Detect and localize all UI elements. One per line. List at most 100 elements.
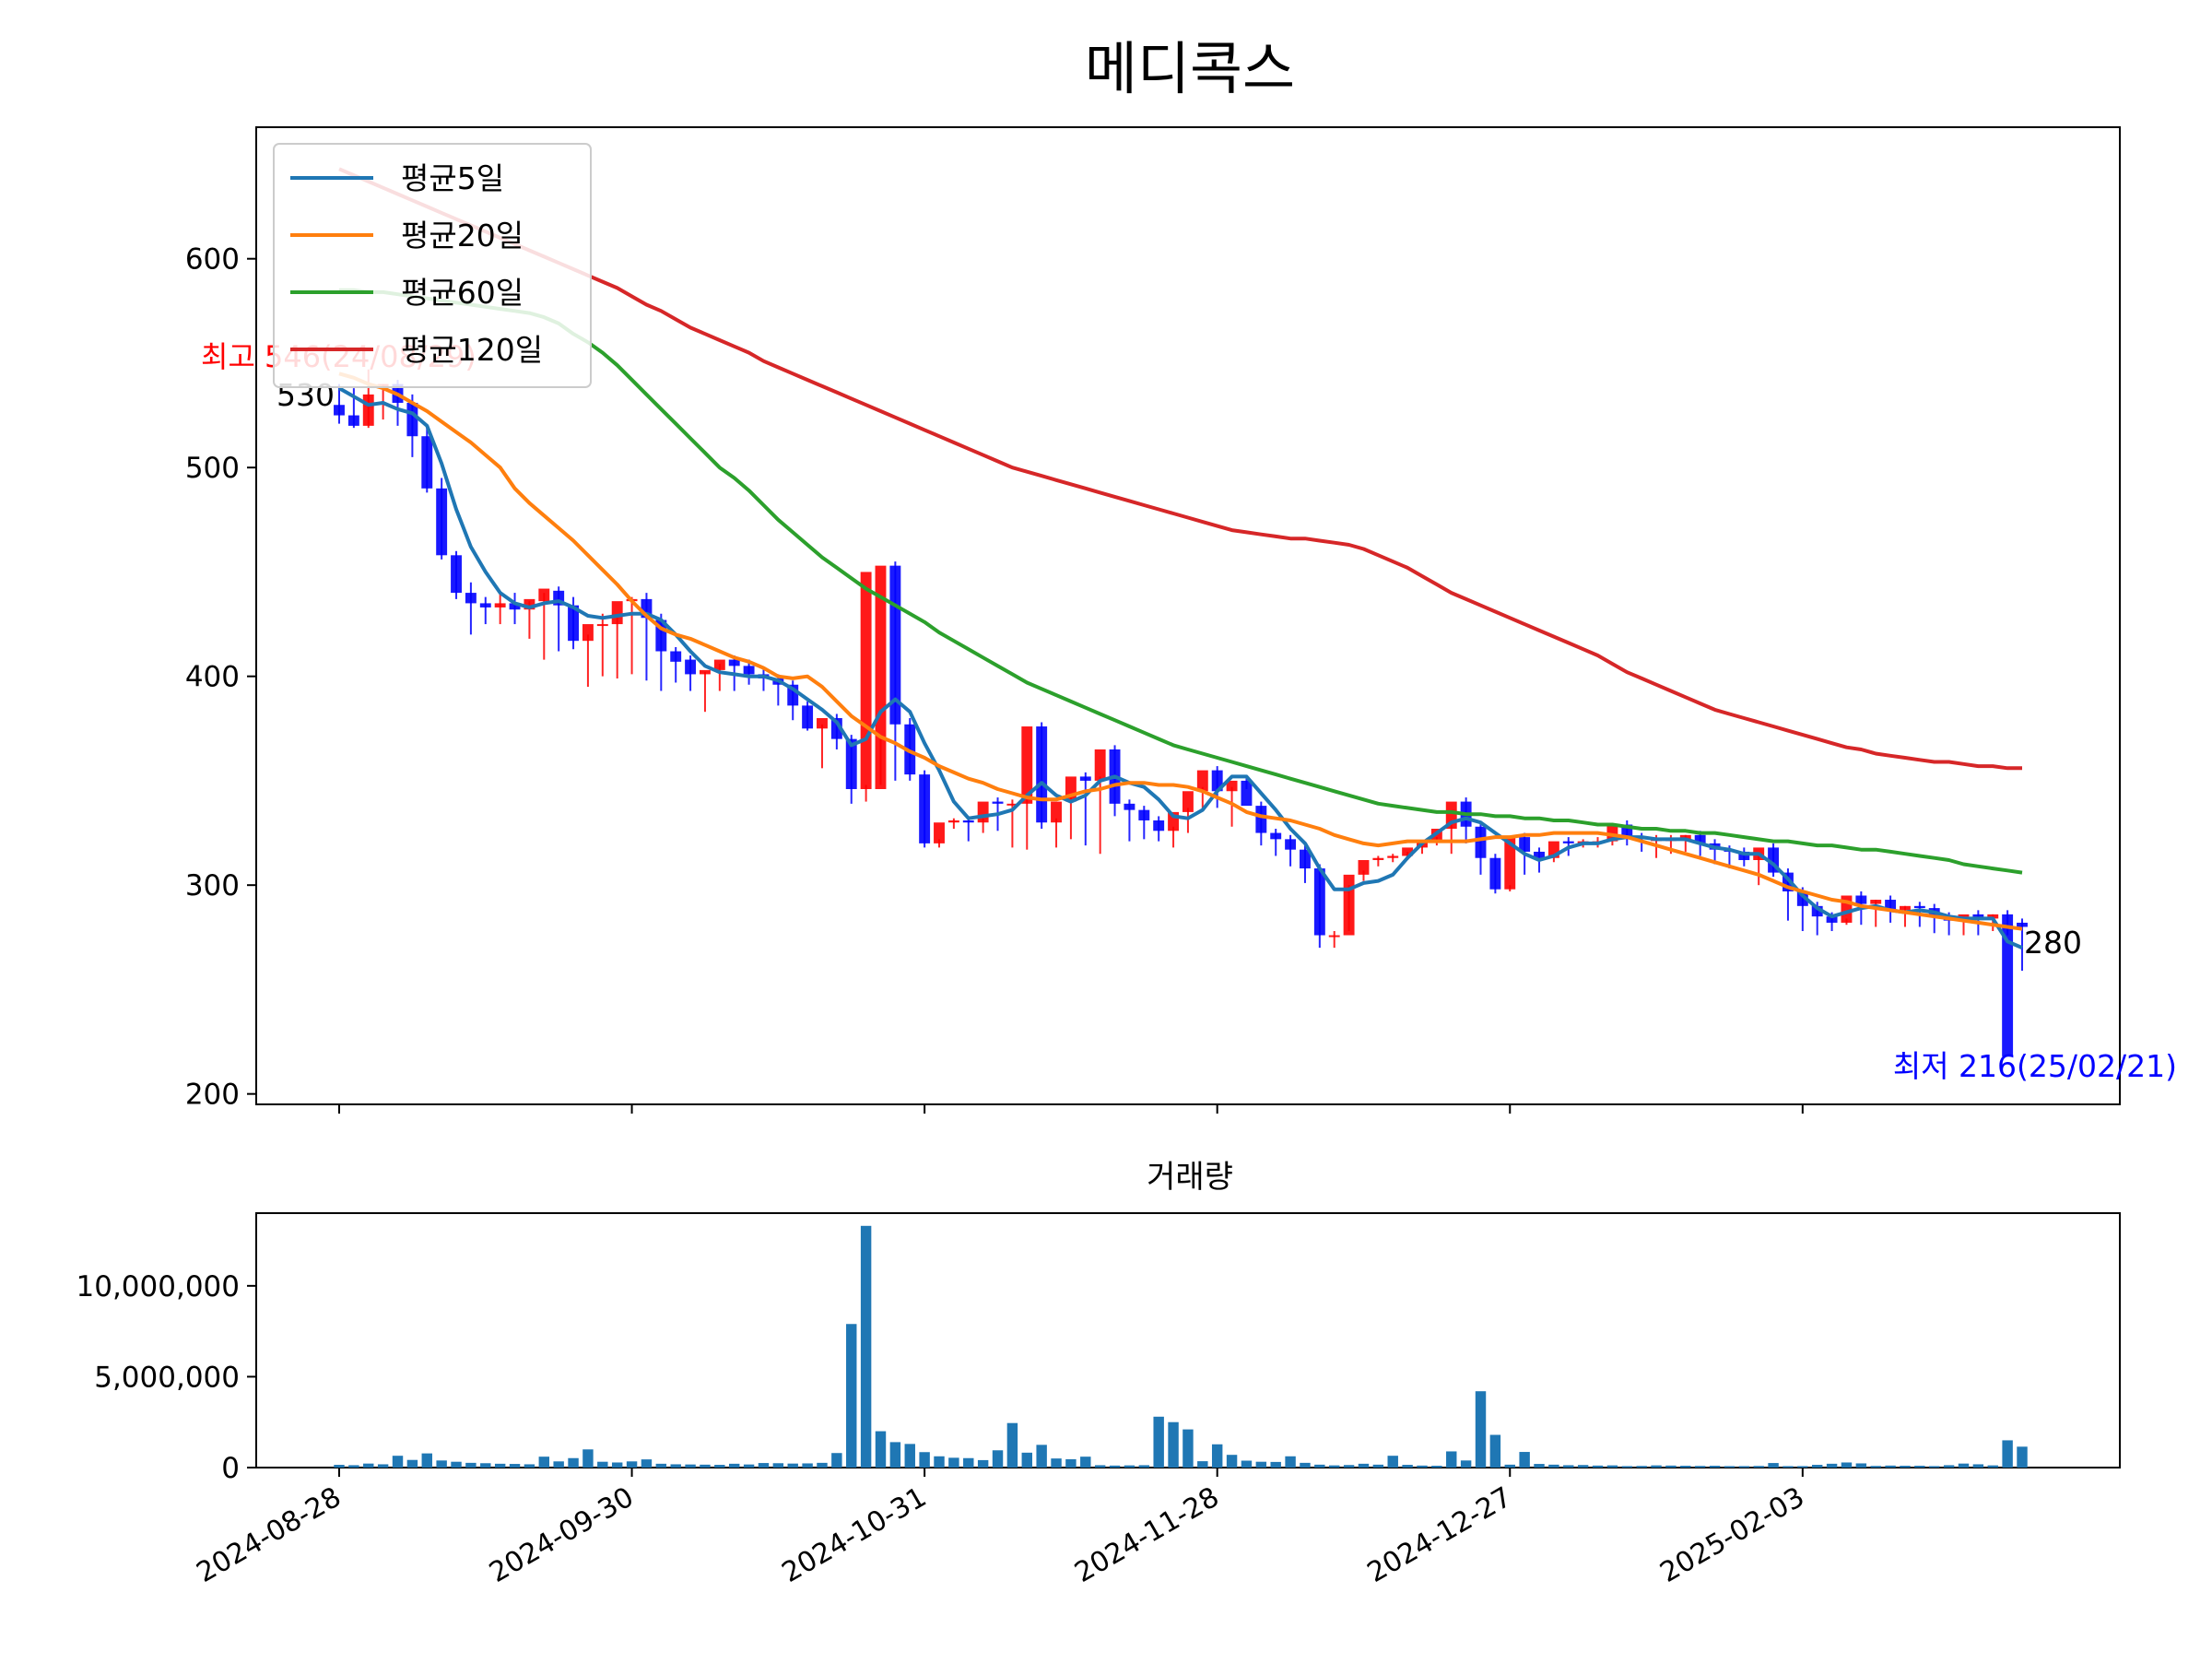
candle-body	[1885, 900, 1897, 911]
volume-bar	[743, 1464, 755, 1468]
volume-bar	[538, 1457, 550, 1468]
volume-bar	[334, 1465, 345, 1468]
volume-bar	[1914, 1466, 1925, 1468]
volume-bar	[480, 1463, 491, 1468]
candle-body	[1211, 770, 1223, 792]
legend-frame	[273, 143, 592, 388]
volume-bar	[817, 1462, 828, 1468]
price-y-tick-label: 400	[185, 661, 240, 694]
volume-bar	[1636, 1466, 1647, 1468]
volume-bar	[1987, 1465, 1998, 1468]
volume-bar	[1314, 1464, 1325, 1468]
candle-body	[2017, 922, 2028, 927]
volume-bar	[421, 1453, 432, 1468]
volume-bar	[377, 1464, 389, 1468]
volume-bar	[1241, 1460, 1253, 1468]
volume-bar	[1797, 1466, 1808, 1468]
candle-body	[1343, 874, 1355, 936]
volume-bar	[1182, 1429, 1194, 1468]
candle-body	[1372, 857, 1384, 860]
candle-body	[713, 659, 725, 670]
candle-body	[1196, 770, 1208, 792]
volume-y-tick-label: 5,000,000	[94, 1361, 240, 1394]
candle-body	[1475, 826, 1487, 858]
series-line-평균60일	[339, 288, 2023, 875]
candle-body	[1987, 914, 1999, 919]
volume-bar	[1197, 1461, 1208, 1468]
candle-body	[1241, 780, 1253, 807]
volume-bar	[1709, 1466, 1721, 1468]
candle-body	[845, 738, 857, 789]
volume-bar	[392, 1456, 404, 1468]
volume-bar	[348, 1465, 359, 1468]
volume-bar	[509, 1464, 521, 1468]
candle-body	[1534, 851, 1545, 858]
volume-bar	[1651, 1465, 1662, 1468]
candle-body	[1300, 849, 1311, 869]
volume-bar	[1124, 1465, 1135, 1468]
volume-panel: 0 5,000,000 10,000,000	[76, 1212, 2121, 1485]
candle-body	[1328, 935, 1340, 938]
price-y-tick-label: 300	[185, 869, 240, 902]
volume-bar	[1343, 1465, 1355, 1468]
volume-bar	[597, 1461, 608, 1468]
candle-body	[347, 415, 359, 426]
volume-bar	[1270, 1461, 1281, 1468]
candle-body	[362, 394, 374, 426]
candle-body	[494, 603, 506, 607]
volume-bar	[1431, 1466, 1442, 1468]
volume-bar	[1329, 1465, 1340, 1468]
legend-label: 평균120일	[401, 332, 543, 368]
volume-bar	[1900, 1466, 1911, 1468]
price-y-tick-label: 600	[185, 243, 240, 277]
volume-bar	[1768, 1463, 1779, 1468]
volume-bar	[1211, 1444, 1223, 1468]
candle-body	[728, 659, 740, 666]
volume-bar	[1300, 1462, 1311, 1468]
candle-body	[641, 598, 653, 619]
volume-bar	[1387, 1456, 1398, 1468]
volume-bar	[1665, 1465, 1677, 1468]
candle-body	[1079, 776, 1091, 781]
candle-body	[670, 651, 682, 662]
candle-body	[465, 593, 477, 604]
volume-bar	[934, 1456, 945, 1468]
volume-bar	[1358, 1463, 1370, 1468]
volume-bar	[846, 1324, 857, 1468]
volume-bar	[1255, 1461, 1267, 1468]
volume-bar	[1783, 1466, 1794, 1468]
volume-bar	[1753, 1466, 1764, 1468]
candle-body	[802, 705, 814, 729]
volume-bar	[1929, 1466, 1940, 1468]
volume-bar	[655, 1463, 667, 1468]
volume-bar	[1460, 1460, 1472, 1468]
candle-body	[1036, 726, 1048, 823]
volume-bar	[1870, 1466, 1881, 1468]
volume-bar	[700, 1464, 711, 1468]
low-price-annotation: 최저 216(25/02/21)	[1893, 1048, 2177, 1084]
candle-body	[947, 820, 959, 823]
volume-bar	[1548, 1464, 1559, 1468]
candle-body	[1621, 824, 1633, 838]
candle-body	[596, 624, 608, 627]
volume-bar	[1577, 1465, 1589, 1468]
volume-bar	[406, 1459, 418, 1468]
volume-bar	[1006, 1422, 1018, 1468]
volume-bar	[1153, 1416, 1164, 1468]
volume-bar	[1606, 1465, 1618, 1468]
candle-body	[1138, 809, 1150, 820]
candle-body	[553, 590, 565, 606]
volume-bar	[1475, 1391, 1487, 1468]
volume-bar	[787, 1463, 798, 1468]
candle-body	[1504, 837, 1516, 890]
volume-bar	[1417, 1465, 1428, 1468]
candle-body	[582, 624, 594, 642]
candle-body	[436, 488, 448, 556]
volume-bar	[728, 1463, 740, 1468]
candle-body	[743, 666, 755, 675]
volume-bar	[919, 1452, 930, 1468]
volume-bar	[363, 1463, 374, 1468]
volume-bar	[2002, 1440, 2013, 1468]
price-y-tick-label: 500	[185, 452, 240, 485]
